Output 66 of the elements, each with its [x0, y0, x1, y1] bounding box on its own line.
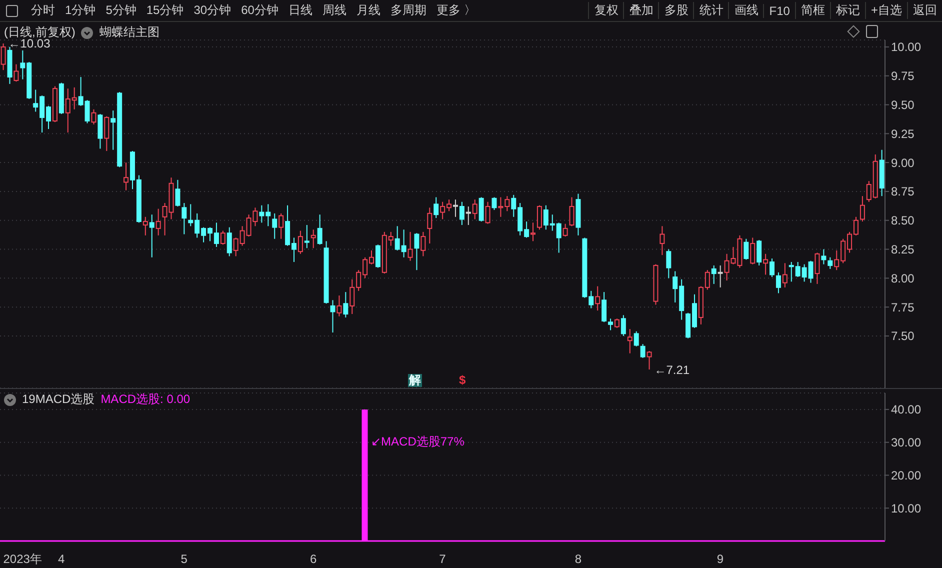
x-tick-label: 5 [180, 552, 188, 566]
y-tick-label: 8.00 [891, 271, 915, 286]
text: 1分钟 [64, 2, 97, 19]
candlestick [427, 207, 432, 244]
y-tick-label: 9.50 [891, 98, 915, 112]
x-tick-label: 8 [574, 552, 582, 566]
x-tick-label: 7 [439, 552, 446, 566]
x-tick-label: 9 [716, 552, 724, 566]
text: 多周期 [389, 2, 428, 19]
y-tick-label: 10.00 [891, 40, 922, 54]
candlestick [310, 229, 316, 249]
candlestick [595, 286, 600, 312]
text: 15分钟 [145, 2, 185, 19]
text: F10 [763, 4, 795, 18]
text: 月线 [355, 2, 382, 19]
candlestick [452, 199, 458, 218]
text: 5分钟 [104, 2, 138, 19]
y-tick-label: 8.25 [891, 242, 915, 257]
x-tick-label: 4 [58, 552, 66, 566]
chart-title: 19MACD选股 [22, 391, 95, 408]
chart-title: (日线,前复权) [4, 24, 76, 39]
y-tick-label: 7.50 [891, 329, 915, 344]
y-tick-label: 9.75 [891, 69, 915, 84]
y-tick-label: 8.50 [891, 214, 915, 228]
text: 统计 [693, 2, 728, 19]
x-tick-label: 6 [310, 552, 317, 566]
x-tick-label: 2023年 [3, 552, 42, 566]
annotation: ←7.21 [654, 362, 690, 377]
text: 日线 [287, 2, 314, 19]
y-tick-label: 9.25 [891, 126, 915, 141]
text: 更多 〉 [435, 2, 477, 19]
y-tick-label: 10.00 [891, 501, 922, 516]
annotation: $ [458, 373, 467, 387]
text: 画线 [728, 2, 764, 19]
y-tick-label: 9.00 [891, 156, 915, 170]
annotation: 解 [408, 373, 422, 387]
text: 返回 [907, 2, 942, 19]
y-tick-label: 30.00 [891, 436, 922, 450]
text: 多股 [658, 2, 694, 19]
text: 分时 [30, 2, 56, 19]
candlestick [124, 162, 129, 191]
chart-subtitle: MACD选股: 0.00 [100, 391, 190, 408]
candlestick [149, 214, 154, 258]
candlestick [156, 208, 161, 236]
candlestick [330, 300, 336, 334]
candlestick [660, 226, 665, 256]
text: 标记 [830, 2, 865, 19]
candlestick [466, 206, 471, 226]
candlestick [627, 328, 632, 354]
y-tick-label: 20.00 [891, 468, 922, 482]
candlestick [530, 222, 536, 242]
text: +自选 [864, 2, 907, 19]
text: 周线 [321, 2, 348, 19]
candlestick [718, 264, 723, 288]
candlestick [879, 149, 884, 197]
y-tick-label: 7.75 [891, 300, 915, 314]
text: 叠加 [623, 2, 658, 19]
text: 复权 [588, 2, 624, 19]
text: 30分钟 [192, 2, 232, 19]
annotation: ←10.03 [8, 36, 51, 51]
y-tick-label: 40.00 [891, 402, 922, 417]
text: 60分钟 [240, 2, 280, 19]
y-tick-label: 8.75 [891, 184, 915, 199]
text: 简框 [794, 2, 830, 19]
annotation: ↙MACD选股77% [370, 434, 465, 448]
chart-subtitle: 蝴蝶结主图 [99, 24, 160, 41]
